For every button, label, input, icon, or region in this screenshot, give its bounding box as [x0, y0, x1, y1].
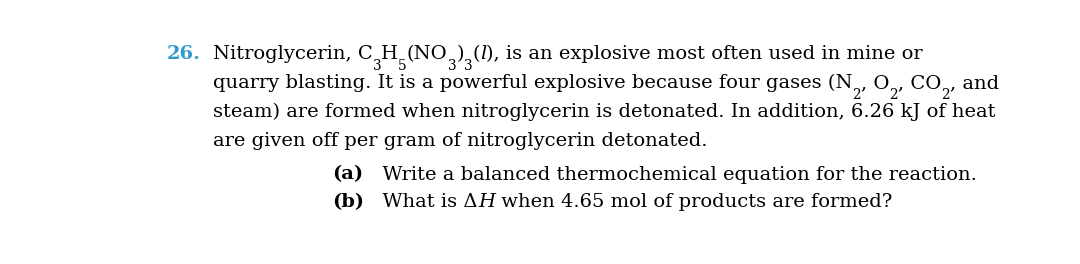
- Text: steam) are formed when nitroglycerin is detonated. In addition, 6.26 kJ of heat: steam) are formed when nitroglycerin is …: [213, 103, 996, 121]
- Text: , CO: , CO: [899, 74, 942, 92]
- Text: 2: 2: [890, 88, 899, 102]
- Text: ), is an explosive most often used in mine or: ), is an explosive most often used in mi…: [486, 44, 922, 63]
- Text: 5: 5: [399, 59, 407, 73]
- Text: when 4.65 mol of products are formed?: when 4.65 mol of products are formed?: [495, 193, 892, 211]
- Text: 3: 3: [373, 59, 381, 73]
- Text: , and: , and: [950, 74, 999, 92]
- Text: 26.: 26.: [166, 45, 201, 63]
- Text: Nitroglycerin, C: Nitroglycerin, C: [213, 45, 373, 63]
- Text: l: l: [480, 45, 486, 63]
- Text: H: H: [381, 45, 399, 63]
- Text: 3: 3: [463, 59, 472, 73]
- Text: H: H: [477, 193, 495, 211]
- Text: (NO: (NO: [407, 45, 447, 63]
- Text: are given off per gram of nitroglycerin detonated.: are given off per gram of nitroglycerin …: [213, 133, 707, 150]
- Text: 2: 2: [942, 88, 950, 102]
- Text: What is Δ: What is Δ: [370, 193, 477, 211]
- Text: quarry blasting. It is a powerful explosive because four gases (N: quarry blasting. It is a powerful explos…: [213, 74, 852, 92]
- Text: (b): (b): [332, 193, 364, 211]
- Text: (: (: [472, 45, 480, 63]
- Text: 2: 2: [852, 88, 861, 102]
- Text: , O: , O: [861, 74, 890, 92]
- Text: 3: 3: [447, 59, 456, 73]
- Text: (a): (a): [332, 166, 363, 183]
- Text: Write a balanced thermochemical equation for the reaction.: Write a balanced thermochemical equation…: [369, 166, 976, 183]
- Text: ): ): [456, 45, 463, 63]
